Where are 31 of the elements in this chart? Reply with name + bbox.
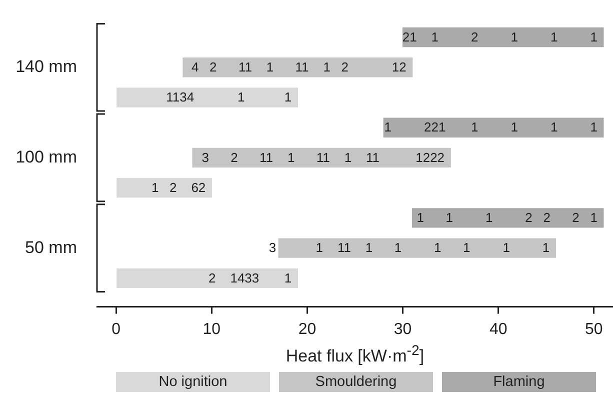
x-tick-label: 30 [394, 320, 412, 338]
bar [116, 178, 212, 198]
bar [182, 58, 413, 78]
annotation: 1 221 1 1 1 1 [384, 120, 598, 135]
y-tick-label: 50 mm [25, 238, 77, 257]
x-tick-label: 40 [489, 320, 508, 338]
annotation: 1134 1 1 [166, 90, 292, 105]
bar [412, 208, 604, 228]
y-tick-label: 100 mm [16, 147, 77, 166]
annotation: 1 2 62 [151, 180, 206, 195]
bar [278, 238, 556, 258]
bar [192, 148, 451, 168]
annotation: 1 1 1 2 2 2 1 [416, 210, 598, 226]
annotation: 2 1433 1 [208, 270, 292, 286]
x-tick-label: 20 [298, 320, 316, 338]
annotation: 3 1 11 1 1 1 1 1 1 [268, 240, 550, 256]
text: No ignition [116, 372, 270, 392]
bar [402, 27, 604, 48]
bar [116, 88, 298, 108]
bar [383, 118, 604, 138]
x-tick-label: 0 [112, 320, 121, 338]
x-tick-label: 50 [584, 320, 603, 338]
x-tick-label: 10 [202, 320, 221, 338]
annotation: 21 1 2 1 1 1 [402, 29, 598, 44]
x-axis-title: Heat flux [kW·m$^{-2}$] [284, 343, 426, 367]
bar [116, 268, 298, 288]
text: Flaming [442, 372, 596, 392]
y-tick-label: 140 mm [16, 57, 77, 76]
annotation: 4 2 11 1 11 1 2 12 [191, 59, 406, 74]
text: Smouldering [279, 372, 433, 392]
annotation: 3 2 11 1 11 1 11 1222 [202, 150, 445, 165]
